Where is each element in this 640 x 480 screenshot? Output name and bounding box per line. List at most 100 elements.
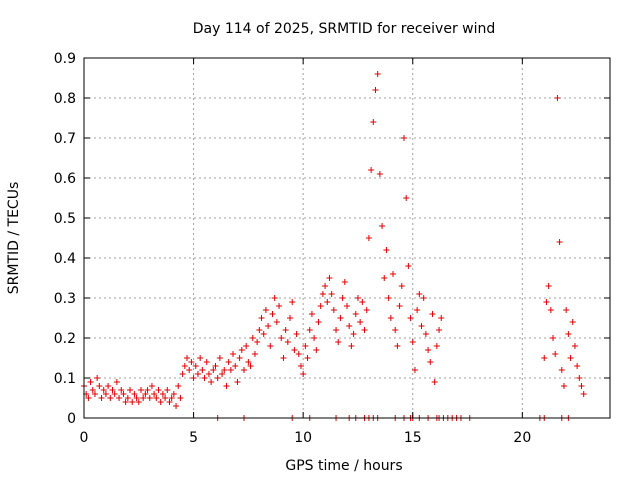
data-point (359, 299, 366, 305)
y-tick-label: 0.4 (54, 251, 76, 267)
data-point (429, 311, 436, 317)
data-point (258, 315, 265, 321)
data-point (265, 323, 272, 329)
data-point (346, 323, 353, 329)
data-point (284, 339, 291, 345)
data-point (230, 351, 237, 357)
data-point (181, 363, 188, 369)
data-point (563, 307, 570, 313)
data-point (578, 383, 585, 389)
data-point (409, 339, 416, 345)
data-point (256, 327, 263, 333)
data-point (580, 391, 587, 397)
x-axis-label: GPS time / hours (285, 458, 402, 474)
data-point (251, 351, 258, 357)
data-point (225, 359, 232, 365)
data-point (407, 315, 414, 321)
data-point (122, 399, 129, 405)
data-point (223, 383, 230, 389)
data-point (322, 283, 329, 289)
data-point (271, 295, 278, 301)
x-tick-label: 0 (80, 430, 89, 446)
data-point (547, 307, 554, 313)
data-point (159, 391, 166, 397)
data-point (135, 399, 142, 405)
data-point (317, 303, 324, 309)
data-point (98, 395, 105, 401)
data-point (148, 383, 155, 389)
data-point (137, 387, 144, 393)
data-point (319, 291, 326, 297)
data-point (357, 319, 364, 325)
data-point (144, 387, 151, 393)
data-point (576, 375, 583, 381)
data-point (422, 331, 429, 337)
data-point (341, 279, 348, 285)
data-point (370, 119, 377, 125)
data-point (199, 367, 206, 373)
axis-ticks (83, 57, 610, 419)
data-point (146, 395, 153, 401)
data-point (173, 403, 180, 409)
data-point (227, 367, 234, 373)
data-point (157, 399, 164, 405)
data-point (94, 375, 101, 381)
data-point (337, 315, 344, 321)
data-point (418, 323, 425, 329)
data-point (560, 383, 567, 389)
data-point (186, 367, 193, 373)
data-point (438, 315, 445, 321)
data-point (262, 307, 269, 313)
data-point (129, 399, 136, 405)
data-point (558, 367, 565, 373)
data-point (243, 343, 250, 349)
data-point (420, 295, 427, 301)
data-point (120, 391, 127, 397)
data-point (105, 383, 112, 389)
data-point (565, 331, 572, 337)
data-point (567, 355, 574, 361)
data-point (133, 395, 140, 401)
data-point (372, 87, 379, 93)
data-point (267, 343, 274, 349)
data-point (280, 355, 287, 361)
y-tick-label: 0 (67, 411, 76, 427)
data-point (383, 247, 390, 253)
data-point (556, 239, 563, 245)
data-point (151, 391, 158, 397)
data-point (390, 271, 397, 277)
data-point (102, 391, 109, 397)
data-point (411, 367, 418, 373)
data-point (118, 387, 125, 393)
data-point (170, 391, 177, 397)
data-point (278, 335, 285, 341)
x-tick-label: 15 (404, 430, 422, 446)
data-point (177, 395, 184, 401)
data-point (109, 387, 116, 393)
data-point (396, 303, 403, 309)
plot-frame (83, 57, 611, 419)
data-point (232, 363, 239, 369)
data-point (100, 387, 107, 393)
data-point (324, 299, 331, 305)
y-tick-label: 0.7 (54, 131, 76, 147)
data-point (293, 331, 300, 337)
data-point (554, 95, 561, 101)
data-point (306, 327, 313, 333)
data-point (400, 135, 407, 141)
data-point (368, 167, 375, 173)
y-tick-label: 0.2 (54, 331, 76, 347)
data-point (234, 379, 241, 385)
data-point (221, 367, 228, 373)
data-point (330, 307, 337, 313)
data-point (238, 347, 245, 353)
data-point (190, 375, 197, 381)
data-point (113, 379, 120, 385)
data-point (212, 363, 219, 369)
data-point (127, 387, 134, 393)
data-point (427, 359, 434, 365)
data-point (333, 327, 340, 333)
y-axis-label: SRMTID / TECUs (6, 182, 22, 295)
data-point (394, 343, 401, 349)
data-point (116, 395, 123, 401)
